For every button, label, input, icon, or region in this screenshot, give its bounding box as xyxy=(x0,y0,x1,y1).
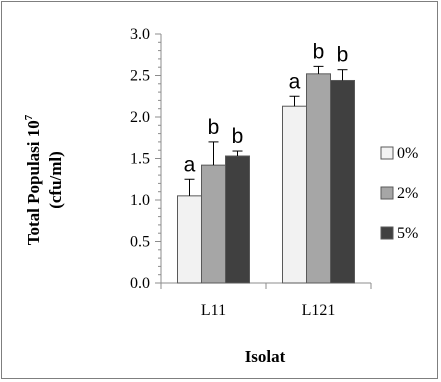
significance-letter: b xyxy=(313,40,325,63)
significance-letter: b xyxy=(232,125,244,148)
y-tick-label: 1.0 xyxy=(130,192,150,209)
legend-label: 0% xyxy=(397,145,418,162)
y-axis-label: Total Populasi 107 xyxy=(23,114,43,245)
y-tick-label: 2.0 xyxy=(130,109,150,126)
y-axis-label-prefix: Total Populasi 10 xyxy=(24,120,43,245)
y-axis-label-superscript: 7 xyxy=(23,114,35,120)
legend: 0% 2% 5% xyxy=(380,145,418,242)
bar xyxy=(225,155,250,284)
significance-letter: a xyxy=(289,70,301,93)
legend-label: 2% xyxy=(397,185,418,202)
y-tick-label: 0.0 xyxy=(130,275,150,292)
bar xyxy=(201,164,226,284)
x-tick-label: L11 xyxy=(201,302,226,319)
legend-swatch xyxy=(380,186,394,200)
bar xyxy=(306,73,331,284)
y-axis-label-line1: Total Populasi 107 xyxy=(23,114,43,245)
significance-letter: a xyxy=(184,153,196,176)
y-tick-label: 1.5 xyxy=(130,151,150,168)
x-axis-label: Isolat xyxy=(245,347,286,366)
x-tick-label: L121 xyxy=(302,302,336,319)
legend-swatch xyxy=(380,226,394,240)
legend-label: 5% xyxy=(397,225,418,242)
bars-group xyxy=(177,65,355,284)
y-tick-label: 3.0 xyxy=(130,26,150,43)
y-tick-label: 0.5 xyxy=(130,234,150,251)
legend-swatch xyxy=(380,146,394,160)
bar xyxy=(282,105,307,284)
y-axis-label-line2: (cfu/ml) xyxy=(46,151,65,209)
significance-letter: b xyxy=(337,44,349,67)
bar xyxy=(177,195,202,284)
bar xyxy=(330,79,355,284)
y-tick-label: 2.5 xyxy=(130,68,150,85)
significance-letter: b xyxy=(208,116,220,139)
